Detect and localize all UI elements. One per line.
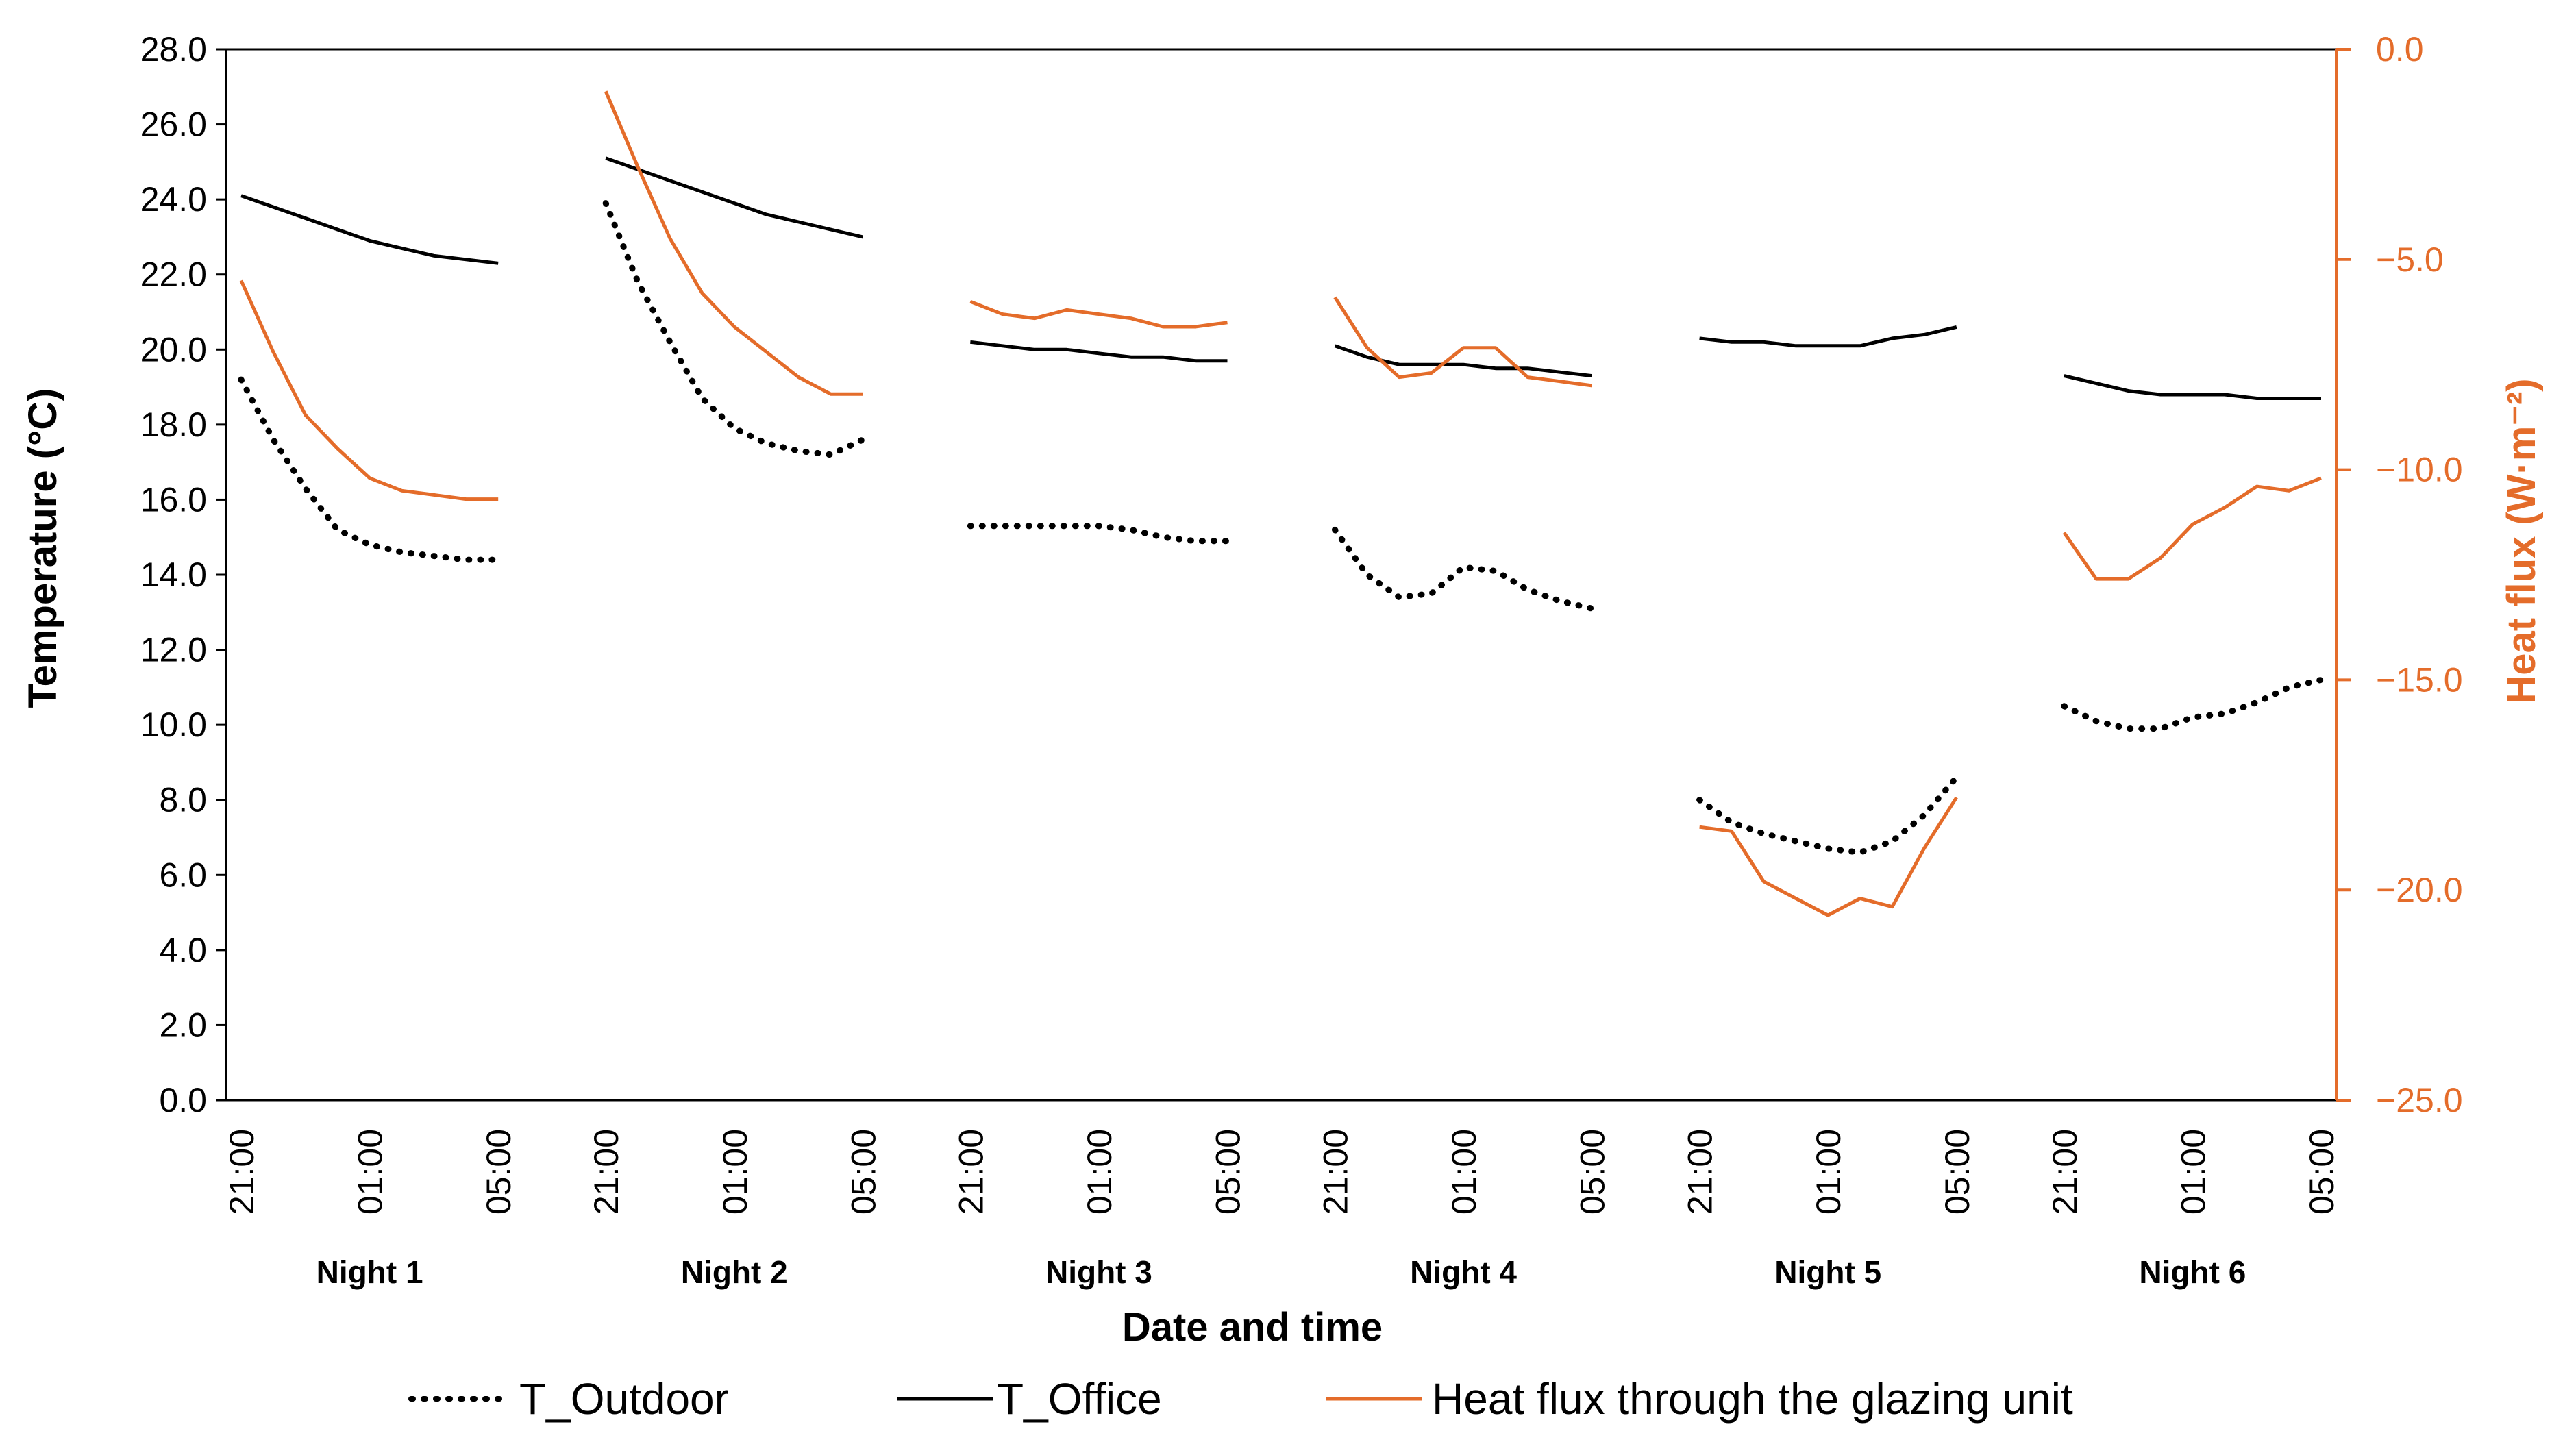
x-tick-label: 21:00 [587,1129,626,1215]
x-group-label: Night 6 [2139,1254,2246,1290]
y-left-tick-label: 24.0 [140,180,207,219]
y-left-tick-label: 22.0 [140,256,207,294]
x-group-label: Night 2 [681,1254,788,1290]
legend: T_Outdoor T_Office Heat flux through the… [408,1374,2073,1424]
legend-label-outdoor: T_Outdoor [519,1374,729,1424]
y-left-tick-label: 18.0 [140,406,207,444]
x-group-label: Night 5 [1774,1254,1881,1290]
y-right-tick-label: −20.0 [2376,871,2463,909]
legend-label-office: T_Office [997,1374,1162,1424]
series-office-line [2064,374,2321,400]
y-right-tick-label: −10.0 [2376,451,2463,489]
series-office-line [1334,344,1592,378]
x-group-label: Night 1 [317,1254,423,1290]
plot-area [225,48,2338,1102]
y-axis-left-title: Temperature (°C) [21,388,65,708]
y-left-tick-label: 12.0 [140,631,207,669]
y-left-tick-label: 28.0 [140,30,207,69]
series-outdoor-line [967,523,1230,545]
x-tick-label: 21:00 [2046,1129,2084,1215]
x-tick-label: 05:00 [1938,1129,1977,1215]
x-tick-label: 05:00 [1209,1129,1248,1215]
y-left-tick-label: 16.0 [140,480,207,519]
x-axis: 21:00 01:00 05:00 Night 1 21:00 01:00 05:00 Nig… [223,1129,2341,1290]
series-outdoor-line [2061,676,2325,732]
x-tick-label: 01:00 [1445,1129,1483,1215]
series-heat-flux-line [1699,796,1958,917]
y-left-tick-label: 20.0 [140,330,207,369]
x-tick-label: 05:00 [480,1129,518,1215]
series-heat-flux-line [1333,296,1593,388]
x-tick-label: 05:00 [1574,1129,1612,1215]
y-right-tick-label: 0.0 [2376,30,2424,69]
x-group-label: Night 3 [1045,1254,1152,1290]
legend-label-flux: Heat flux through the glazing unit [1432,1374,2073,1424]
series-office-line [605,156,863,239]
x-tick-label: 01:00 [2174,1129,2212,1215]
y-left-tick-label: 10.0 [140,706,207,744]
x-tick-label: 21:00 [1316,1129,1354,1215]
x-tick-label: 01:00 [716,1129,754,1215]
series-heat-flux-line [604,90,863,396]
x-tick-label: 05:00 [2303,1129,2341,1215]
x-tick-label: 21:00 [223,1129,261,1215]
y-right-tick-label: −25.0 [2376,1081,2463,1119]
series-office-line [970,340,1228,363]
x-group-label: Night 4 [1410,1254,1517,1290]
series-heat-flux-line [239,279,499,501]
series-outdoor-line [1696,774,1960,856]
x-tick-label: 01:00 [351,1129,390,1215]
x-tick-label: 01:00 [1080,1129,1119,1215]
series-heat-flux-line [2062,476,2322,581]
y-left-tick-label: 6.0 [159,856,207,894]
y-left-tick-label: 26.0 [140,105,207,144]
x-axis-title: Date and time [1122,1305,1383,1350]
y-left-tick-label: 0.0 [159,1081,207,1119]
series-outdoor-line [238,376,501,563]
series-office-line [240,194,499,265]
y-axis-right: −25.0 −20.0 −15.0 −10.0 −5.0 0.0 [2335,30,2463,1119]
y-left-tick-label: 4.0 [159,931,207,969]
series-office-line [1699,325,1957,348]
y-right-tick-label: −15.0 [2376,660,2463,699]
series-outdoor-line [1332,526,1596,612]
y-axis-left: 0.0 2.0 4.0 6.0 8.0 10.0 12.0 14.0 16.0 18.0 20.0 2… [140,30,226,1119]
x-tick-label: 01:00 [1809,1129,1848,1215]
y-left-tick-label: 14.0 [140,556,207,594]
y-axis-right-title: Heat flux (W·m⁻²) [2499,378,2544,704]
y-left-tick-label: 2.0 [159,1006,207,1044]
y-right-tick-label: −5.0 [2376,240,2444,279]
y-left-tick-label: 8.0 [159,781,207,819]
series-heat-flux-line [969,299,1228,329]
x-tick-label: 05:00 [844,1129,882,1215]
series-layer [238,90,2325,917]
x-tick-label: 21:00 [952,1129,990,1215]
series-outdoor-line [602,200,866,458]
x-tick-label: 21:00 [1681,1129,1720,1215]
